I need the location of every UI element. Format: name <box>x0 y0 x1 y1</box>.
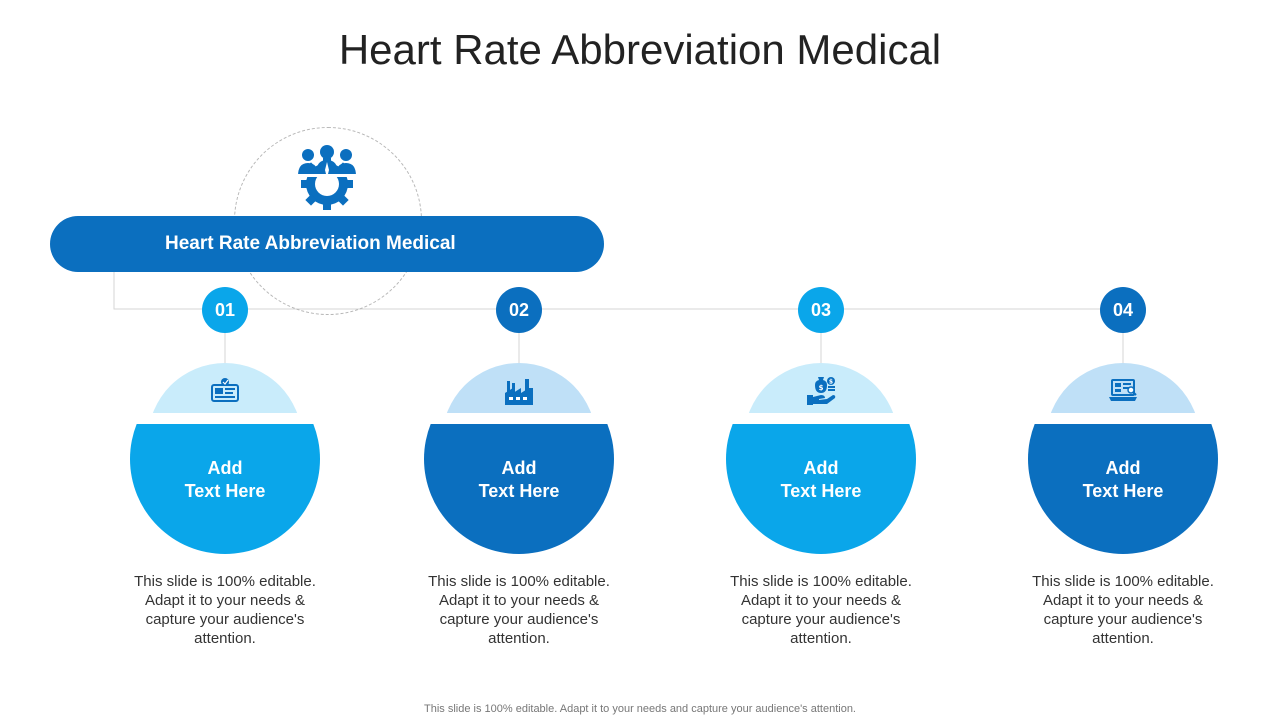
step-number-badge: 02 <box>496 287 542 333</box>
step-title: Add Text Here <box>478 458 560 501</box>
page-title: Heart Rate Abbreviation Medical <box>338 26 942 73</box>
icon-cap <box>442 363 596 413</box>
step-description: This slide is 100% editable. Adapt it to… <box>428 573 610 647</box>
step-disc: Add Text Here <box>130 364 320 554</box>
step-number: 02 <box>508 299 530 320</box>
step-number: 04 <box>1112 299 1134 320</box>
step-description: This slide is 100% editable. Adapt it to… <box>1032 573 1214 647</box>
step-number-badge: 03 <box>798 287 844 333</box>
factory-icon <box>503 375 535 407</box>
icon-cap <box>1046 363 1200 413</box>
header-banner: Heart Rate Abbreviation Medical <box>50 216 604 272</box>
step-title: Add Text Here <box>184 458 266 501</box>
header-label: Heart Rate Abbreviation Medical <box>165 233 456 254</box>
step-number: 01 <box>214 299 236 320</box>
step-disc: Add Text Here <box>424 364 614 554</box>
step-number-badge: 01 <box>202 287 248 333</box>
team-gear-icon <box>290 140 364 214</box>
step-title: Add Text Here <box>780 458 862 501</box>
step-description: This slide is 100% editable. Adapt it to… <box>134 573 316 647</box>
step-disc: Add Text Here <box>726 364 916 554</box>
step-number-badge: 04 <box>1100 287 1146 333</box>
step-description: This slide is 100% editable. Adapt it to… <box>730 573 912 647</box>
icon-cap: $ $ <box>744 363 898 413</box>
laptop-search-icon <box>1107 375 1139 407</box>
id-card-icon <box>209 375 241 407</box>
svg-text:$: $ <box>829 379 833 386</box>
step-title: Add Text Here <box>1082 458 1164 501</box>
money-hand-icon: $ $ <box>805 375 837 407</box>
step-number: 03 <box>810 299 832 320</box>
icon-cap <box>148 363 302 413</box>
step-disc: Add Text Here <box>1028 364 1218 554</box>
footer-note: This slide is 100% editable. Adapt it to… <box>424 703 856 715</box>
svg-text:$: $ <box>819 384 824 392</box>
